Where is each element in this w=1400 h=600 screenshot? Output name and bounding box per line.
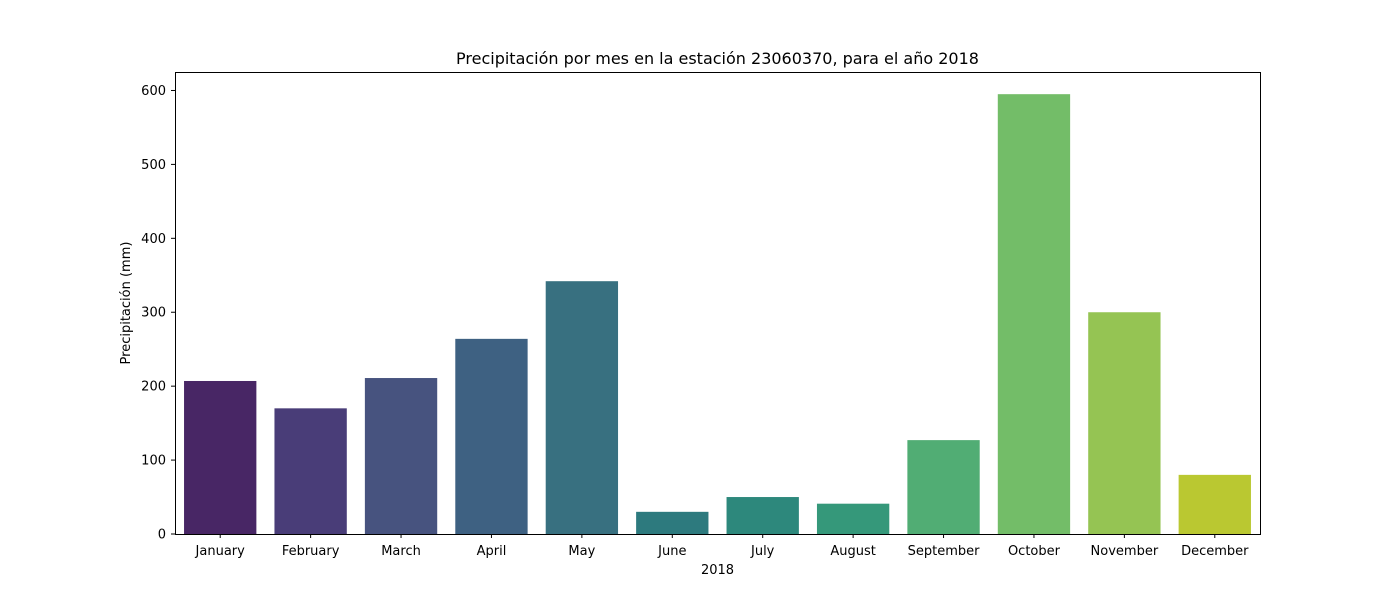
y-tick-label: 200	[141, 380, 166, 395]
x-tick-label: September	[908, 544, 981, 559]
x-tick-label: April	[477, 544, 507, 559]
y-ticks-group: 0 100 200 300 400 500 600	[141, 84, 175, 543]
x-tick-label: October	[1008, 544, 1061, 559]
y-tick-label: 600	[141, 84, 166, 99]
x-tick-label: August	[830, 544, 876, 559]
y-tick-label: 400	[141, 232, 166, 247]
y-tick-label: 300	[141, 306, 166, 321]
bar-april	[455, 338, 528, 534]
x-axis-label: 2018	[701, 563, 734, 578]
chart-title: Precipitación por mes en la estación 230…	[456, 49, 979, 68]
y-axis-label: Precipitación (mm)	[119, 242, 134, 365]
x-tick-label: May	[568, 544, 595, 559]
x-tick-label: March	[381, 544, 421, 559]
x-tick-label: June	[657, 544, 686, 559]
y-tick-label: 500	[141, 158, 166, 173]
y-tick-label: 100	[141, 454, 166, 469]
bar-november	[1088, 312, 1161, 534]
bar-june	[636, 511, 709, 534]
bar-may	[545, 281, 619, 534]
bar-march	[364, 378, 438, 534]
x-tick-label: July	[750, 544, 775, 559]
plot-frame	[175, 72, 1261, 535]
bar-december	[1178, 474, 1251, 534]
bar-october	[997, 94, 1071, 535]
x-tick-label: November	[1091, 544, 1159, 559]
bar-january	[184, 380, 257, 534]
bar-february	[274, 408, 347, 534]
bar-september	[907, 440, 980, 534]
bars-group	[184, 94, 1251, 535]
bar-july	[726, 497, 799, 534]
x-tick-label: December	[1181, 544, 1249, 559]
x-tick-label: February	[282, 544, 340, 559]
bar-august	[816, 503, 890, 534]
x-tick-label: January	[195, 544, 246, 559]
y-tick-label: 0	[158, 528, 166, 543]
x-ticks-group: January February March April May June July Augu…	[195, 534, 1249, 559]
